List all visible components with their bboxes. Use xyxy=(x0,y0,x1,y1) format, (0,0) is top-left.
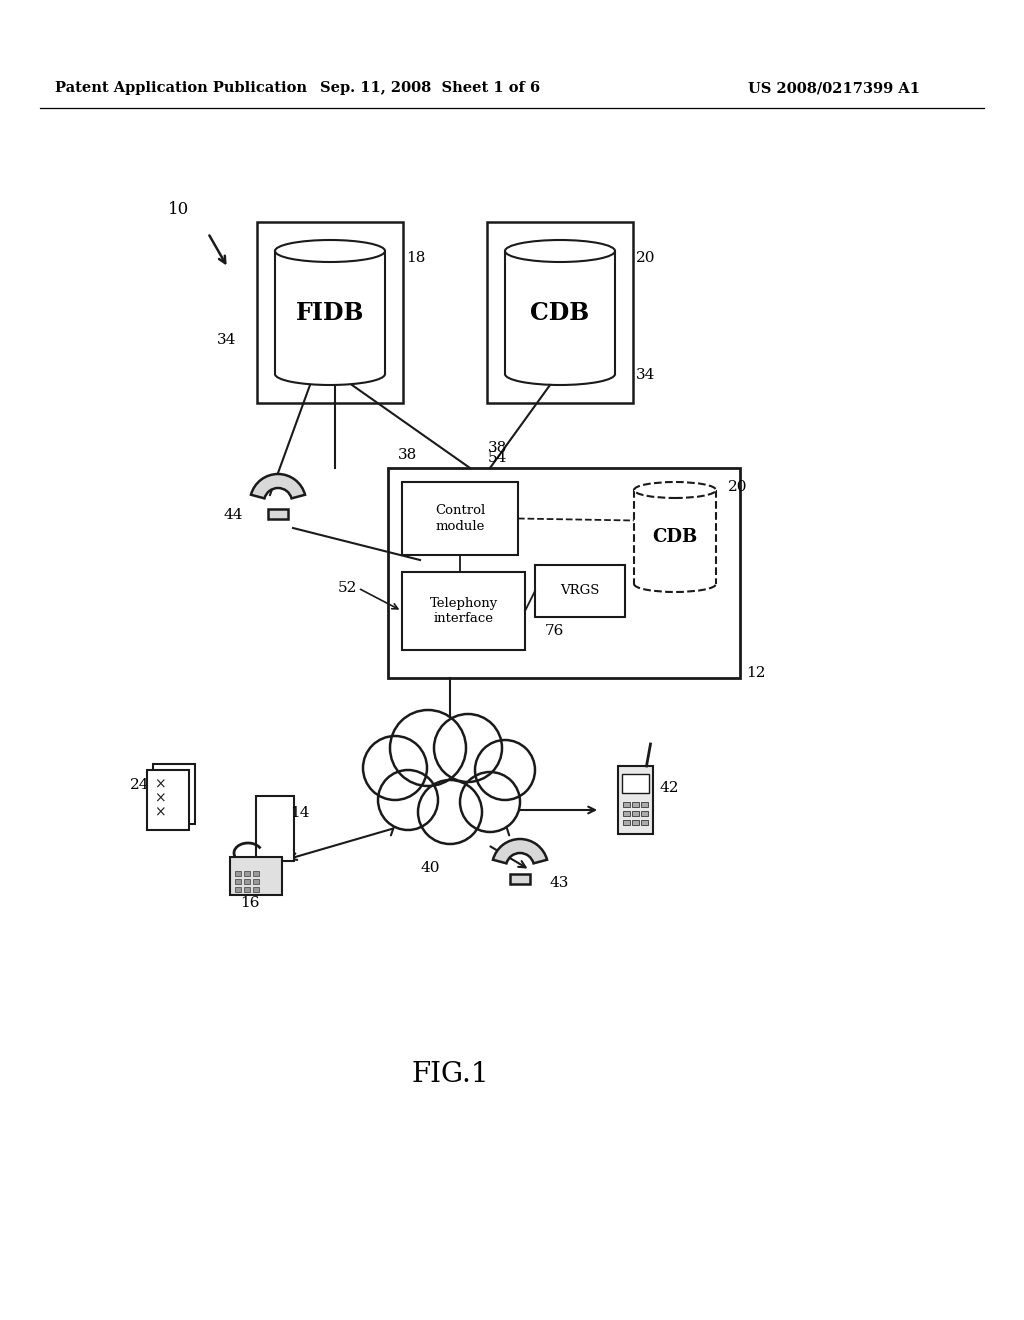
Wedge shape xyxy=(493,840,547,863)
Bar xyxy=(244,870,250,875)
Text: 20: 20 xyxy=(636,251,655,265)
Bar xyxy=(640,801,647,807)
Text: Control
module: Control module xyxy=(435,504,485,532)
Text: Patent Application Publication: Patent Application Publication xyxy=(55,81,307,95)
Bar xyxy=(487,222,633,403)
Text: US 2008/0217399 A1: US 2008/0217399 A1 xyxy=(748,81,920,95)
Bar xyxy=(253,887,259,891)
Text: 34: 34 xyxy=(636,368,655,381)
Text: CDB: CDB xyxy=(652,528,697,546)
Bar xyxy=(632,810,639,816)
Text: 12: 12 xyxy=(746,667,766,680)
Bar xyxy=(234,879,241,883)
Circle shape xyxy=(378,770,438,830)
Bar xyxy=(257,222,403,403)
Text: 54: 54 xyxy=(488,451,507,465)
Bar xyxy=(253,879,259,883)
Text: Sep. 11, 2008  Sheet 1 of 6: Sep. 11, 2008 Sheet 1 of 6 xyxy=(319,81,540,95)
Bar xyxy=(640,820,647,825)
Bar xyxy=(244,879,250,883)
Text: 40: 40 xyxy=(420,861,439,875)
Bar xyxy=(388,469,740,678)
Bar xyxy=(234,870,241,875)
Text: 34: 34 xyxy=(217,333,237,347)
Circle shape xyxy=(418,780,482,843)
Bar xyxy=(147,770,189,830)
Circle shape xyxy=(362,737,427,800)
Bar xyxy=(153,764,195,824)
Text: 14: 14 xyxy=(290,807,309,820)
Text: 18: 18 xyxy=(406,251,425,265)
Text: 76: 76 xyxy=(545,624,564,638)
Bar xyxy=(256,796,294,861)
Text: 20: 20 xyxy=(728,480,748,494)
Wedge shape xyxy=(251,474,305,499)
Bar xyxy=(617,766,652,834)
Text: 52: 52 xyxy=(338,581,357,595)
Bar xyxy=(268,510,288,519)
Text: VRGS: VRGS xyxy=(560,585,600,598)
Text: FIDB: FIDB xyxy=(296,301,365,325)
Circle shape xyxy=(390,710,466,785)
Bar xyxy=(623,810,630,816)
Text: 42: 42 xyxy=(660,781,680,795)
Bar xyxy=(230,857,282,895)
Bar xyxy=(535,565,625,616)
Text: 16: 16 xyxy=(240,896,259,909)
Text: 38: 38 xyxy=(398,447,417,462)
Text: Telephony
interface: Telephony interface xyxy=(429,597,498,624)
Bar xyxy=(253,870,259,875)
Text: CDB: CDB xyxy=(530,301,590,325)
Circle shape xyxy=(475,741,535,800)
Text: ×: × xyxy=(155,791,166,805)
Text: ×: × xyxy=(155,777,166,791)
Ellipse shape xyxy=(634,482,716,498)
Bar xyxy=(622,774,648,793)
Ellipse shape xyxy=(275,240,385,261)
Text: 38: 38 xyxy=(488,441,507,455)
Bar xyxy=(402,572,525,649)
Bar xyxy=(632,801,639,807)
Text: 10: 10 xyxy=(168,202,189,219)
Text: 24: 24 xyxy=(130,777,150,792)
Text: 44: 44 xyxy=(223,508,243,521)
Bar xyxy=(244,887,250,891)
Bar xyxy=(234,887,241,891)
Circle shape xyxy=(460,772,520,832)
Ellipse shape xyxy=(505,240,615,261)
Text: 43: 43 xyxy=(550,876,569,890)
Text: ×: × xyxy=(155,805,166,818)
Bar xyxy=(632,820,639,825)
Bar xyxy=(623,820,630,825)
Bar xyxy=(640,810,647,816)
Bar xyxy=(402,482,518,554)
Text: FIG.1: FIG.1 xyxy=(412,1061,488,1089)
Bar xyxy=(623,801,630,807)
Bar xyxy=(510,874,530,884)
Circle shape xyxy=(434,714,502,781)
